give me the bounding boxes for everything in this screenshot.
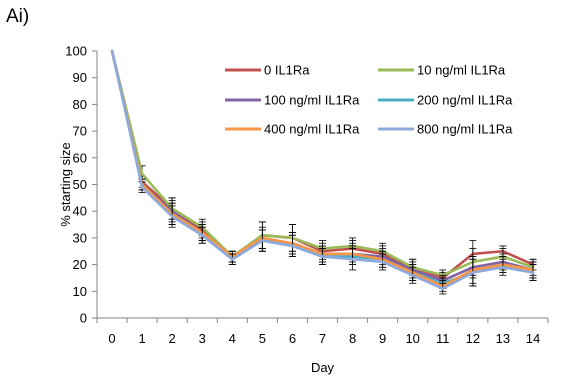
- data-point: [411, 273, 415, 277]
- x-axis-title: Day: [311, 360, 335, 375]
- y-axis-title: % starting size: [58, 142, 73, 227]
- y-tick-label: 10: [73, 284, 87, 299]
- data-point: [381, 260, 384, 264]
- y-tick-label: 80: [73, 97, 87, 112]
- y-tick-label: 30: [73, 230, 87, 245]
- legend: 0 IL1Ra 10 ng/ml IL1Ra 100 ng/ml IL1Ra 200 …: [225, 63, 513, 137]
- y-tick-label: 0: [80, 311, 87, 326]
- legend-label: 800 ng/ml IL1Ra: [417, 122, 513, 137]
- y-tick-label: 60: [73, 150, 87, 165]
- data-point: [140, 172, 144, 176]
- legend-item: 10 ng/ml IL1Ra: [378, 63, 506, 78]
- y-tick-label: 100: [65, 44, 87, 59]
- x-tick-label: 5: [259, 331, 266, 346]
- x-tick-label: 10: [405, 331, 419, 346]
- data-point: [441, 287, 445, 290]
- legend-label: 100 ng/ml IL1Ra: [264, 93, 360, 108]
- legend-item: 100 ng/ml IL1Ra: [225, 93, 360, 108]
- x-tick-label: 6: [289, 331, 296, 346]
- legend-item: 0 IL1Ra: [225, 63, 310, 78]
- data-point: [321, 255, 324, 258]
- data-point: [471, 271, 475, 274]
- x-tick-label: 7: [319, 331, 326, 346]
- legend-item: 400 ng/ml IL1Ra: [225, 122, 360, 137]
- data-point: [501, 265, 505, 269]
- x-tick-label: 2: [169, 331, 176, 346]
- y-tick-label: 40: [73, 204, 87, 219]
- x-tick-label: 8: [349, 331, 356, 346]
- panel-label: Ai): [6, 6, 30, 27]
- y-tick-label: 20: [73, 257, 87, 272]
- x-tick-label: 9: [379, 331, 386, 346]
- x-tick-label: 3: [199, 331, 206, 346]
- x-tick-label: 14: [526, 331, 540, 346]
- x-tick-label: 4: [229, 331, 236, 346]
- data-point: [110, 49, 114, 53]
- x-tick-label: 12: [466, 331, 480, 346]
- y-tick-label: 50: [73, 177, 87, 192]
- data-point: [261, 239, 264, 242]
- data-point: [291, 244, 294, 248]
- series-group: [110, 49, 537, 295]
- data-point: [170, 215, 174, 218]
- y-tick-label: 70: [73, 124, 87, 139]
- data-point: [231, 257, 234, 261]
- y-tick-label: 90: [73, 70, 87, 85]
- x-tick-label: 13: [496, 331, 510, 346]
- data-point: [200, 233, 204, 237]
- legend-label: 10 ng/ml IL1Ra: [417, 63, 506, 78]
- legend-label: 400 ng/ml IL1Ra: [264, 122, 360, 137]
- legend-label: 0 IL1Ra: [264, 63, 310, 78]
- data-point: [351, 257, 354, 261]
- legend-label: 200 ng/ml IL1Ra: [417, 93, 513, 108]
- x-tick-label: 1: [138, 331, 145, 346]
- data-point: [140, 185, 144, 189]
- x-tick-label: 11: [436, 331, 450, 346]
- series-6: [110, 49, 537, 295]
- legend-item: 200 ng/ml IL1Ra: [378, 93, 513, 108]
- data-point: [531, 271, 535, 274]
- legend-item: 800 ng/ml IL1Ra: [378, 122, 513, 137]
- x-tick-label: 0: [108, 331, 115, 346]
